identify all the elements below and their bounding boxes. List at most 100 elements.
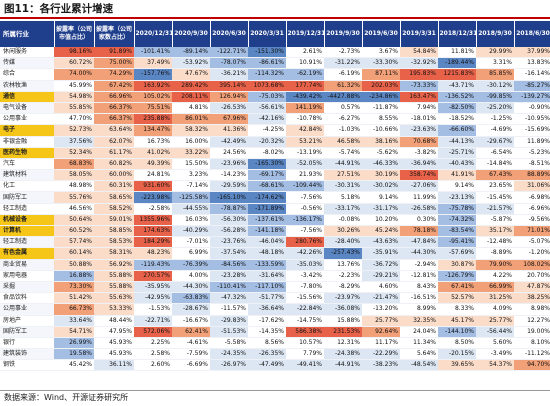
growth-cell: 46.58% [324,136,362,148]
growth-cell: -23.63% [400,124,438,137]
growth-cell: -36.08% [324,303,362,316]
growth-cell: -37.54% [210,247,248,260]
figure-title: 图11：各行业累计增速 [4,3,114,15]
growth-cell: -8.29% [324,281,362,294]
disclosure-cell: 33.64% [54,315,94,327]
disclosure-cell: 91.89% [94,47,134,59]
growth-cell: -15.45% [476,191,514,204]
growth-cell: -44.30% [172,281,210,294]
growth-cell: -16.51% [400,292,438,305]
growth-cell: -30.12% [476,80,514,92]
growth-cell: -63.83% [172,292,210,305]
growth-cell: -165.10% [210,191,248,204]
growth-cell: 23.65% [476,180,514,193]
growth-cell: -57.69% [438,247,476,260]
disclosure-cell: 52.34% [54,147,94,159]
growth-cell: -95.41% [438,236,476,249]
growth-cell: -6.54% [476,147,514,159]
growth-cell: -5.07% [514,236,550,249]
growth-cell: 25.77% [362,315,400,327]
column-header: 2018/6/30 [514,21,550,47]
growth-cell: 71.01% [514,225,550,238]
industry-name: 计算机 [0,225,54,238]
growth-cell: 37.49% [134,57,172,70]
disclosure-cell: 58.85% [94,225,134,238]
table-body: 休闲服务 98.16% 91.89% -101.41% -89.14% -122.71% -… [0,47,550,372]
growth-cell: 572.06% [134,326,172,338]
growth-cell: -86.61% [248,57,286,70]
growth-cell: -10.95% [514,113,550,126]
disclosure-cell: 58.65% [94,191,134,204]
growth-cell: 19.00% [514,326,550,338]
table-row: 计算机 60.52% 58.85% 174.63% -40.29% -56.28% -141… [0,225,550,238]
growth-cell: -32.92% [400,57,438,70]
growth-cell: 24.56% [210,147,248,159]
growth-cell: -78.07% [210,57,248,70]
growth-cell: -84.56% [210,259,248,271]
growth-cell: -29.59% [210,180,248,193]
growth-cell: 38.25% [514,292,550,305]
growth-cell: 3.31% [476,57,514,70]
growth-cell: -36.72% [362,259,400,271]
growth-cell: -5.62% [362,147,400,159]
disclosure-cell: 55.63% [94,292,134,305]
growth-cell: -51.77% [248,292,286,305]
growth-cell: 8.55% [362,113,400,126]
disclosure-cell: 66.37% [94,102,134,115]
industry-name: 食品饮料 [0,292,54,305]
growth-cell: 7.94% [400,102,438,115]
growth-cell: -25.71% [438,147,476,159]
growth-cell: 7.79% [286,348,324,361]
disclosure-cell: 19.58% [54,348,94,361]
growth-cell: -56.44% [476,326,514,338]
growth-cell: -31.17% [362,203,400,215]
growth-cell: 30.26% [324,225,362,238]
growth-cell: 10.20% [362,214,400,227]
growth-cell: -20.32% [248,136,286,148]
industry-name: 建筑材料 [0,169,54,182]
header-row: 所属行业 披露率（公司市值占比） 披露率（公司家数占比） 2020/12/31 2020… [0,21,550,47]
disclosure-cell: 59.01% [94,214,134,227]
growth-cell: 20.70% [514,270,550,282]
growth-cell: -15.69% [514,124,550,137]
industry-name: 综合 [0,68,54,81]
growth-cell: 177.74% [286,80,324,92]
table-row: 汽车 68.83% 60.82% 49.39% 15.50% -23.96% -165.30… [0,158,550,171]
growth-cell: 4.60% [362,281,400,294]
industry-name: 家用电器 [0,270,54,282]
column-header: 2019/12/31 [286,21,325,47]
industry-name: 房地产 [0,315,54,327]
growth-cell: 16.00% [172,136,210,148]
industry-name: 建筑装饰 [0,348,54,361]
disclosure-cell: 58.05% [54,169,94,182]
growth-cell: 231.53% [324,326,362,338]
growth-cell: 1355.96% [134,214,172,227]
growth-cell: 24.04% [400,326,438,338]
growth-cell: -14.75% [286,315,324,327]
growth-cell: -22.29% [362,348,400,361]
growth-cell: -43.63% [362,236,400,249]
industry-name: 传媒 [0,57,54,70]
growth-cell: -26.58% [400,203,438,215]
disclosure-cell: 60.52% [54,225,94,238]
growth-cell: -33.30% [362,57,400,70]
disclosure-cell: 51.42% [54,292,94,305]
growth-cell: -144.10% [438,326,476,338]
growth-cell: 24.81% [134,169,172,182]
growth-cell: -30.31% [324,180,362,193]
growth-cell: -171.89% [248,203,286,215]
growth-cell: 586.38% [286,326,324,338]
growth-cell: -23.96% [210,158,248,171]
title-rule [0,17,550,19]
growth-cell: 208.11% [172,91,210,103]
growth-cell: -6.96% [514,203,550,215]
growth-cell: -42.95% [134,292,172,305]
growth-cell: 29.99% [476,47,514,59]
growth-cell: -76.39% [172,259,210,271]
growth-cell: 10.91% [286,57,324,70]
disclosure-cell: 36.11% [94,359,134,372]
growth-cell: 174.63% [134,225,172,238]
disclosure-cell: 54.71% [54,326,94,338]
growth-cell: 27.51% [324,169,362,182]
growth-cell: -1.53% [134,303,172,316]
